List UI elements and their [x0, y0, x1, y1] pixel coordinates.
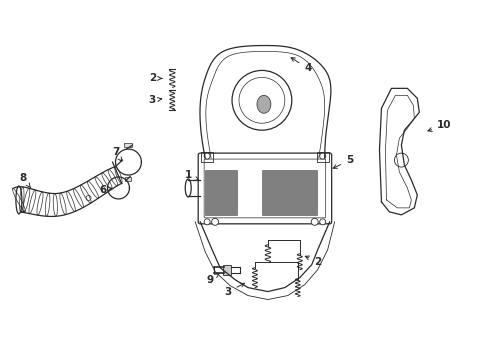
Circle shape	[203, 219, 210, 225]
Text: 9: 9	[206, 274, 219, 285]
Text: 10: 10	[427, 120, 450, 131]
Circle shape	[310, 219, 318, 225]
Bar	[205, 170, 237, 215]
Bar	[201, 152, 213, 162]
Text: 1: 1	[184, 170, 198, 180]
Text: 8: 8	[19, 173, 31, 188]
Text: 6: 6	[99, 185, 112, 195]
Text: 4: 4	[290, 58, 311, 73]
Text: 5: 5	[332, 155, 352, 168]
Bar	[223, 265, 230, 275]
Bar	[262, 170, 316, 215]
Circle shape	[319, 219, 325, 225]
Ellipse shape	[256, 95, 270, 113]
Text: 3: 3	[148, 95, 162, 105]
Bar	[124, 143, 132, 147]
Circle shape	[203, 153, 210, 159]
Text: 2: 2	[305, 256, 321, 267]
Text: 7: 7	[112, 147, 122, 161]
Circle shape	[319, 153, 325, 159]
Circle shape	[211, 219, 218, 225]
Text: 2: 2	[148, 73, 162, 84]
Bar	[125, 177, 131, 181]
Bar	[316, 152, 328, 162]
Text: 3: 3	[224, 283, 244, 297]
